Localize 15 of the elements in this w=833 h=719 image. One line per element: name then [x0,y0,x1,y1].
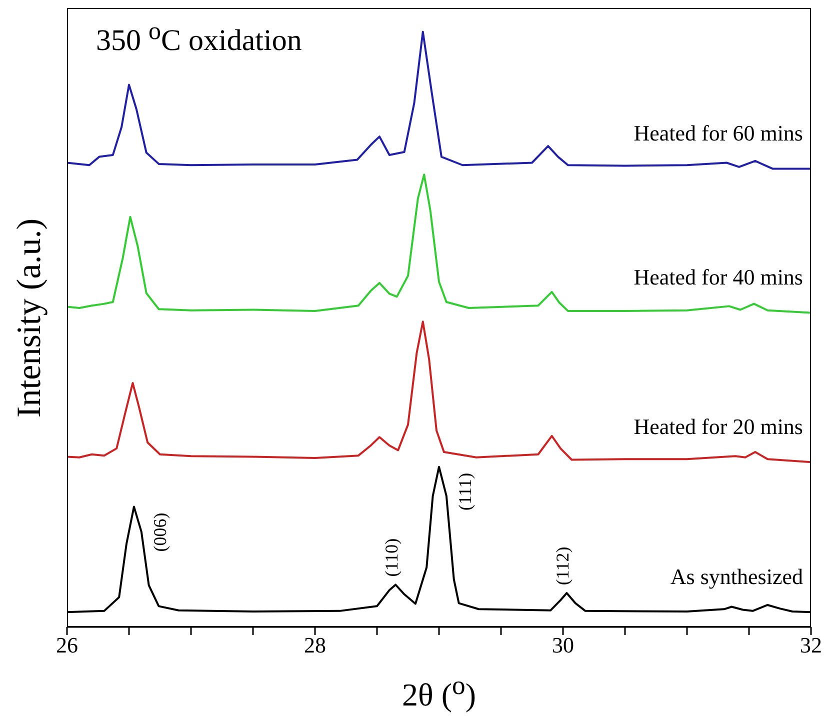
x-tick-label: 30 [552,632,574,658]
series-label: Heated for 20 mins [634,414,803,440]
x-axis-title: 2θ ($^{o}$) [401,670,477,714]
annotation: (111) [455,472,475,511]
x-tick-label: 26 [56,632,78,658]
series-label: Heated for 60 mins [634,120,803,146]
series-label: Heated for 40 mins [634,264,803,290]
x-tick-label: 32 [800,632,822,658]
annotation: (110) [382,538,402,577]
annotation: (006) [150,512,170,552]
chart-title: 350 $^{o}$C oxidation [96,18,302,58]
series-label: As synthesized [670,564,803,590]
x-tick-label: 28 [304,632,326,658]
annotation: (112) [552,546,573,586]
y-axis-title: Intensity (a.u.) [11,218,49,418]
